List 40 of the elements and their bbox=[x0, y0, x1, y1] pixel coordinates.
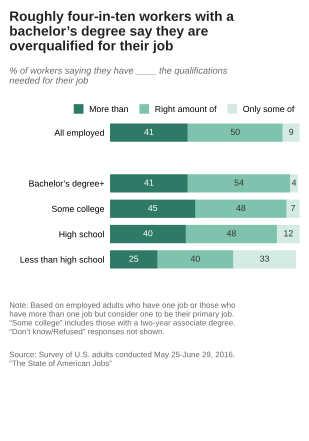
data-label: 12 bbox=[284, 230, 293, 236]
bar bbox=[276, 224, 300, 244]
data-label: 41 bbox=[144, 180, 154, 186]
data-label: 40 bbox=[190, 256, 200, 262]
y-tick-label: High school bbox=[59, 230, 104, 240]
bar bbox=[186, 224, 277, 244]
data-label: 48 bbox=[226, 230, 236, 236]
legend-label: More than bbox=[90, 106, 128, 112]
chart-subtitle: % of workers saying they have ____ the qualifications needed for their job bbox=[9, 67, 228, 86]
bar bbox=[157, 250, 234, 269]
data-label: 9 bbox=[289, 128, 294, 135]
data-label: 4 bbox=[292, 180, 296, 186]
data-label: 7 bbox=[291, 204, 296, 211]
data-label: 41 bbox=[144, 128, 154, 135]
legend-label: Only some of bbox=[243, 106, 294, 114]
bar bbox=[110, 250, 158, 269]
y-tick-label: Bachelor’s degree+ bbox=[29, 180, 104, 188]
y-tick-label: Less than high school bbox=[20, 256, 104, 264]
data-label: 40 bbox=[143, 230, 152, 236]
bar bbox=[188, 124, 283, 142]
data-label: 48 bbox=[236, 204, 246, 212]
bar bbox=[195, 200, 286, 218]
bar bbox=[290, 174, 298, 192]
bar bbox=[110, 174, 188, 192]
data-label: 50 bbox=[230, 128, 240, 135]
y-tick-label: All employed bbox=[54, 129, 104, 138]
bar bbox=[282, 124, 300, 142]
data-label: 33 bbox=[260, 256, 270, 262]
bar bbox=[233, 250, 296, 269]
data-label: 45 bbox=[148, 204, 158, 212]
y-tick-label: Some college bbox=[52, 206, 104, 214]
legend-label: Right amount of bbox=[155, 106, 217, 114]
data-label: 54 bbox=[234, 180, 244, 186]
data-label: 25 bbox=[129, 256, 138, 262]
bar bbox=[188, 174, 290, 192]
chart-title: Roughly four-in-ten workers with a bachelor’s degree say they are overqualified for their job bbox=[10, 11, 234, 54]
bar bbox=[286, 200, 300, 218]
bar bbox=[110, 200, 196, 218]
bar bbox=[110, 224, 186, 244]
bar bbox=[110, 124, 188, 142]
